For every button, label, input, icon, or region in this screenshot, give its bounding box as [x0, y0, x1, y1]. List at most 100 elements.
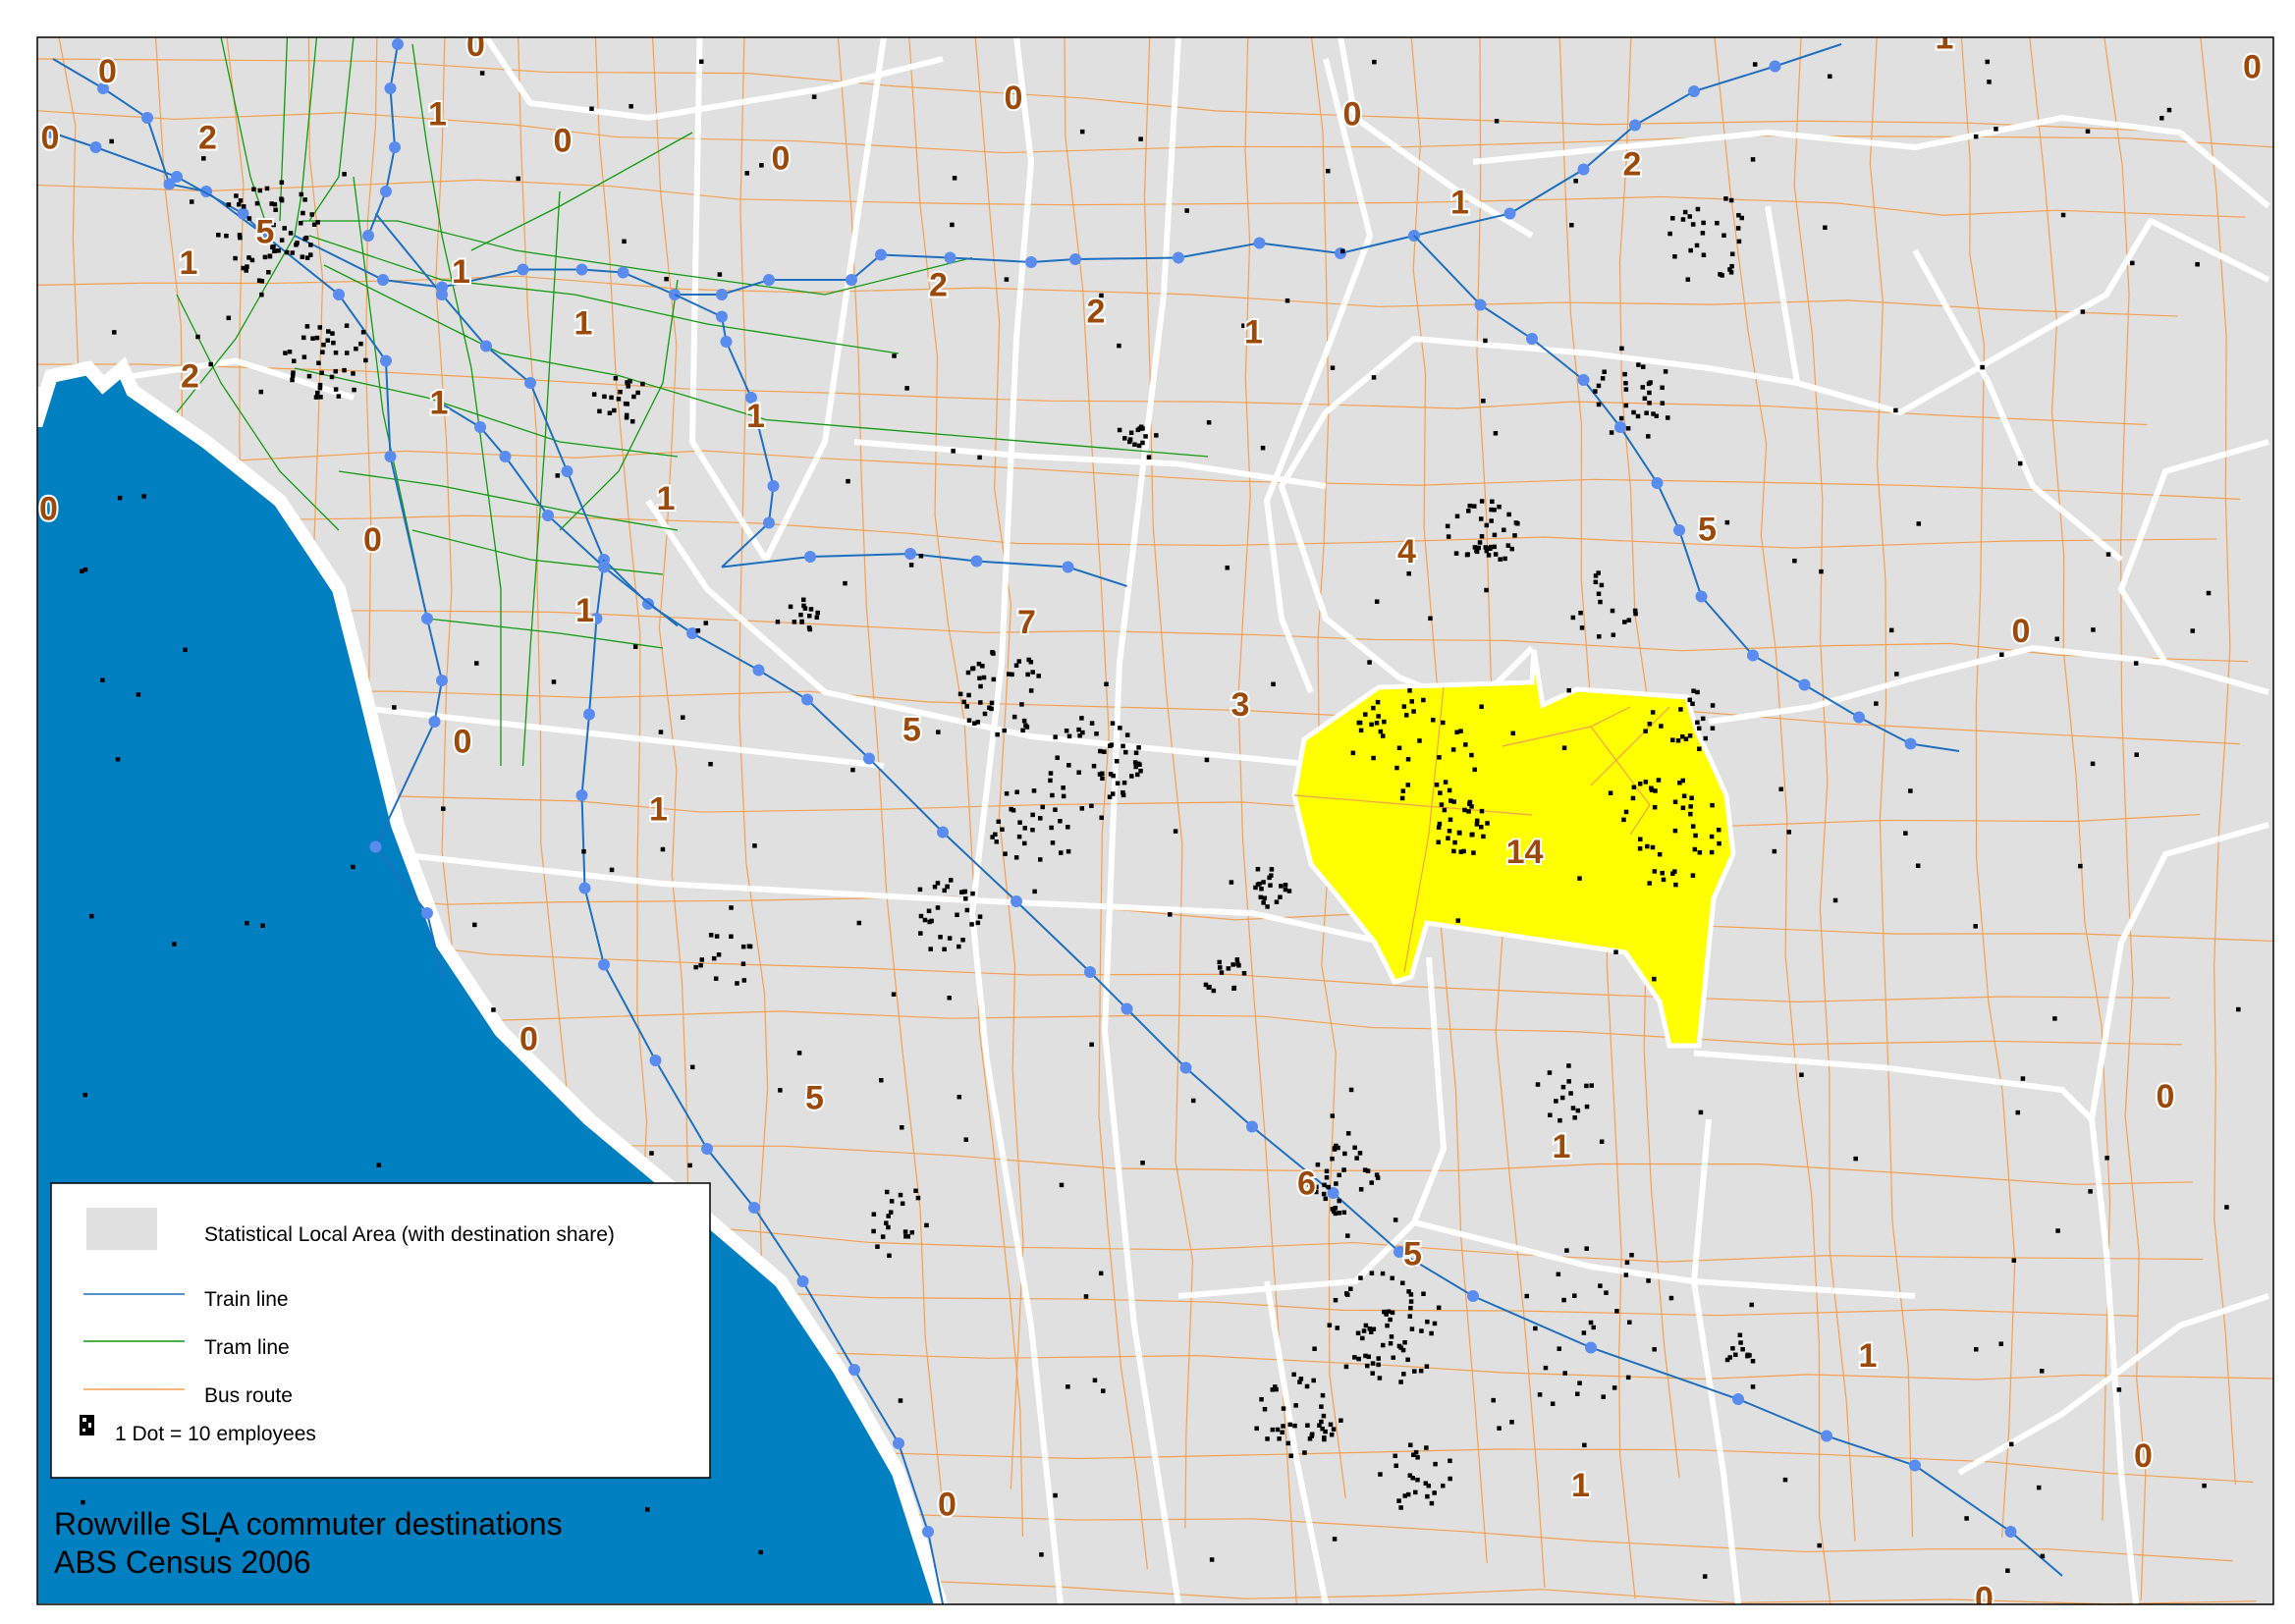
employee-dot [318, 395, 323, 400]
employee-dot [1382, 1309, 1387, 1315]
train-line [264, 235, 444, 976]
employee-dot [1305, 1423, 1310, 1428]
employee-dot [1680, 733, 1685, 739]
employee-dot [309, 212, 314, 217]
employee-dot [880, 1234, 886, 1239]
employee-dot [245, 920, 249, 926]
employee-dot [1371, 755, 1376, 761]
employee-dot [994, 839, 1000, 844]
employee-dot [1510, 731, 1516, 736]
employee-dot [555, 473, 561, 478]
employee-dot [1259, 1396, 1264, 1402]
sla-share-label: 3 [1231, 686, 1250, 724]
employee-dot [892, 353, 897, 358]
employee-dot [1407, 1473, 1413, 1478]
train-line [721, 552, 1127, 587]
employee-dot [301, 335, 306, 341]
sla-share-label: 0 [454, 724, 472, 761]
employee-dot [1621, 817, 1626, 823]
employee-dot [315, 390, 320, 396]
employee-dot [1055, 755, 1060, 760]
employee-dot [905, 1234, 910, 1239]
employee-dot [1354, 1156, 1359, 1161]
employee-dot [729, 934, 734, 940]
train-station [369, 840, 382, 853]
employee-dot [717, 272, 723, 277]
employee-dot [1614, 1309, 1619, 1314]
employee-dot [311, 222, 317, 228]
employee-dot [251, 187, 256, 191]
employee-dot [1211, 988, 1217, 994]
employee-dot [632, 644, 638, 649]
sla-share-label: 1 [1450, 185, 1469, 222]
employee-dot [1437, 821, 1443, 827]
employee-dot [1030, 827, 1035, 833]
employee-dot [903, 1233, 908, 1239]
employee-dot [699, 957, 705, 962]
employee-dot [226, 315, 232, 321]
employee-dot [1013, 663, 1019, 668]
employee-dot [1292, 1423, 1297, 1429]
employee-dot [995, 731, 1000, 737]
employee-dot [1050, 792, 1055, 798]
employee-dot [913, 1188, 918, 1194]
employee-dot [1424, 1364, 1430, 1369]
employee-dot [1543, 1365, 1549, 1371]
train-station [389, 141, 401, 153]
train-station [716, 289, 728, 300]
employee-dot [1916, 521, 1922, 526]
employee-dot [1703, 735, 1708, 741]
employee-dot [1497, 1426, 1502, 1431]
employee-dot [1405, 783, 1411, 787]
employee-dot [1727, 267, 1732, 272]
employee-dot [1691, 688, 1696, 693]
employee-dot [1660, 401, 1666, 406]
employee-dot [1039, 1552, 1044, 1557]
employee-dot [1143, 434, 1148, 439]
employee-dot [342, 172, 347, 177]
employee-dot [271, 222, 276, 228]
employee-dot [1022, 840, 1027, 846]
employee-dot [1650, 844, 1656, 850]
employee-dot [856, 920, 862, 926]
employee-dot [1260, 445, 1266, 451]
employee-dot [1021, 718, 1027, 724]
employee-dot [927, 919, 932, 925]
employee-dot [1463, 742, 1468, 747]
employee-dot [1479, 825, 1484, 830]
employee-dot [1038, 816, 1043, 821]
employee-dot [1325, 168, 1331, 174]
employee-dot [1108, 772, 1114, 777]
train-station [436, 281, 448, 294]
employee-dot [1064, 728, 1069, 733]
employee-dot [1672, 799, 1678, 805]
employee-dot [1231, 986, 1236, 991]
employee-dot [1561, 1297, 1566, 1303]
employee-dot [1513, 520, 1519, 525]
employee-dot [1173, 829, 1178, 834]
train-station [848, 1364, 860, 1376]
employee-dot [1115, 781, 1120, 786]
bus-route [1714, 37, 1831, 1604]
employee-dot [1672, 253, 1677, 259]
employee-dot [808, 607, 814, 612]
employee-dot [1492, 508, 1497, 513]
employee-dot [1446, 534, 1451, 539]
employee-dot [1323, 1429, 1328, 1435]
employee-dot [1277, 1436, 1282, 1441]
employee-dot [1481, 399, 1486, 404]
employee-dot [1680, 805, 1686, 810]
employee-dot [1066, 733, 1072, 739]
employee-dot [1483, 338, 1488, 344]
train-station [499, 451, 512, 462]
employee-dot [2055, 1228, 2060, 1233]
employee-dot [981, 675, 987, 680]
employee-dot [977, 455, 982, 460]
employee-dot [1091, 763, 1097, 769]
employee-dot [989, 700, 995, 706]
employee-dot [1575, 1391, 1580, 1396]
employee-dot [752, 843, 757, 848]
employee-dot [959, 890, 964, 894]
employee-dot [1493, 552, 1499, 557]
sla-boundary [1691, 1118, 1741, 1604]
